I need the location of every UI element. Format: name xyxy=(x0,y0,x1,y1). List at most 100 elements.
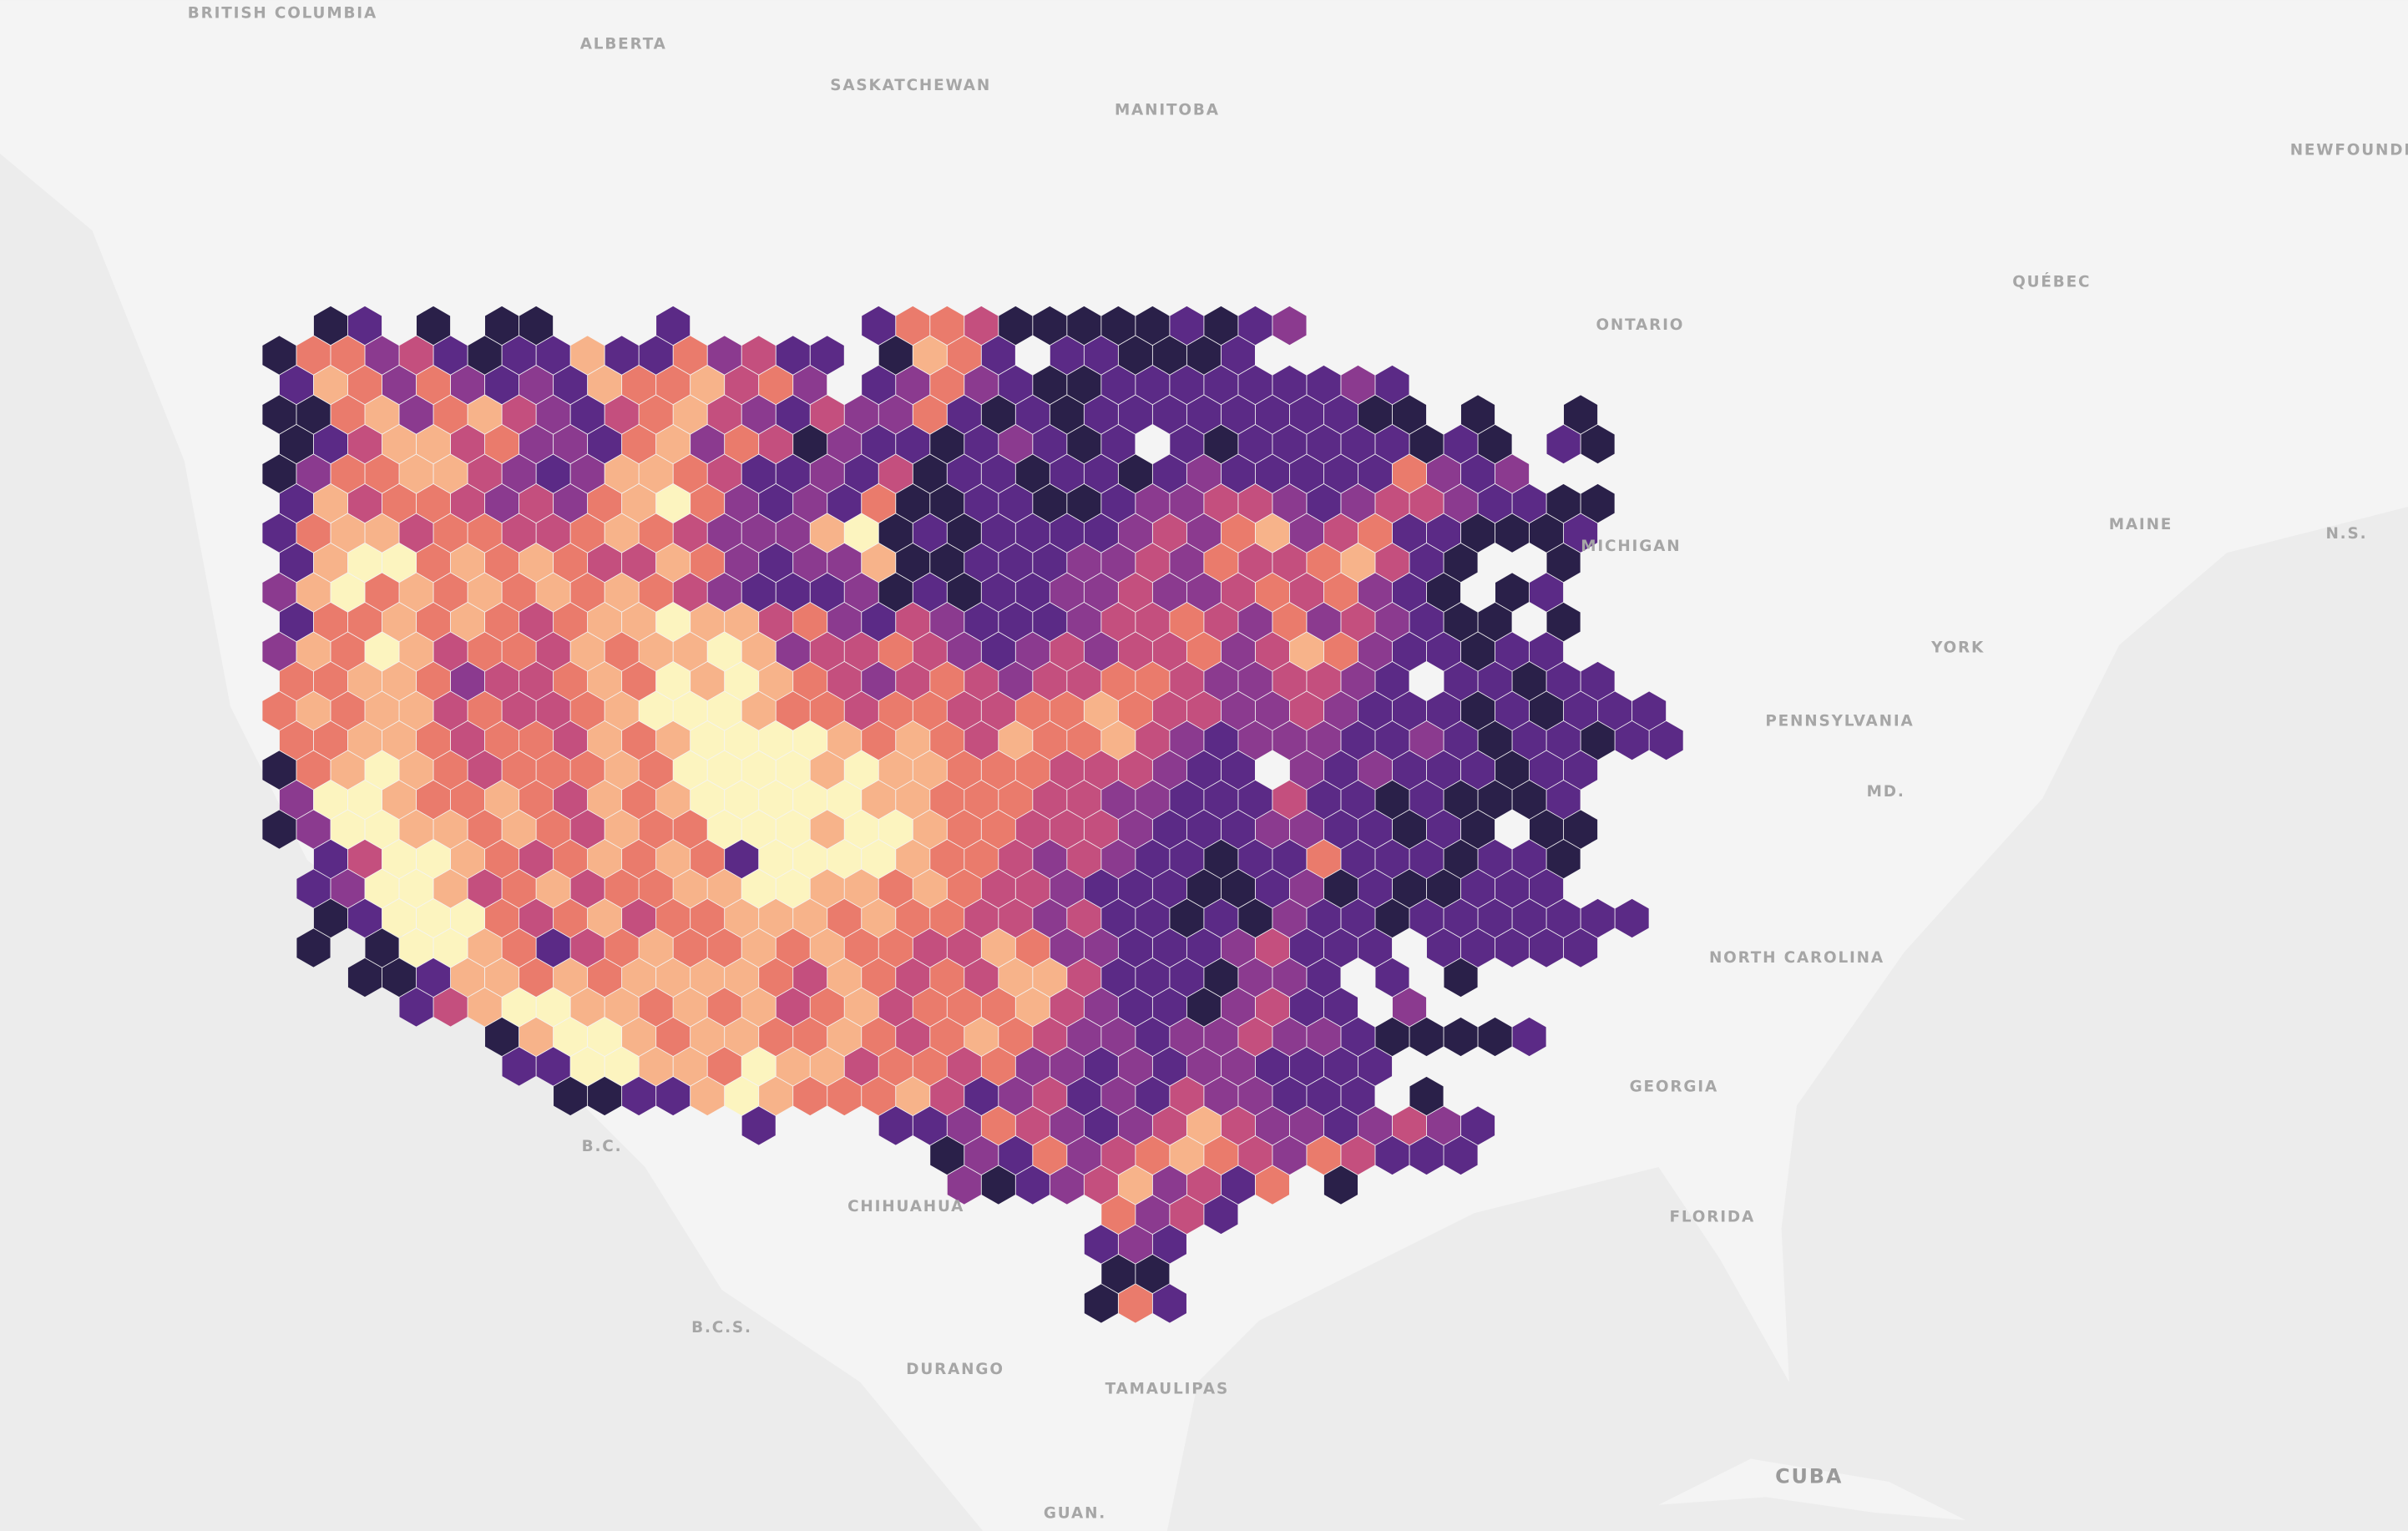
hexbin xyxy=(810,454,844,493)
hexbin xyxy=(331,691,365,730)
hexbin xyxy=(1238,365,1272,405)
hexbin xyxy=(1307,958,1341,998)
hexbin xyxy=(605,632,639,671)
hexbin xyxy=(382,661,417,701)
hexbin xyxy=(1460,869,1495,908)
hexbin xyxy=(1426,810,1461,849)
hexbin xyxy=(1323,632,1358,671)
hexbin xyxy=(1170,839,1204,879)
hexbin xyxy=(793,365,827,405)
hexbin xyxy=(570,632,605,671)
hexbin xyxy=(382,898,417,938)
hexbin xyxy=(930,424,964,464)
hexbin xyxy=(1512,661,1546,701)
hexbin xyxy=(1204,424,1238,464)
hexbin xyxy=(382,483,417,523)
hexbin xyxy=(605,336,639,375)
hexbin xyxy=(296,513,331,553)
hexbin xyxy=(999,958,1033,998)
hexbin xyxy=(707,691,741,730)
hexbin xyxy=(1033,543,1067,583)
hexbin xyxy=(416,898,451,938)
hexbin xyxy=(450,543,485,583)
hexbin xyxy=(433,988,468,1027)
hexbin xyxy=(502,869,536,908)
hexbin xyxy=(1307,602,1341,642)
hexbin xyxy=(1512,483,1546,523)
hexbin xyxy=(1323,810,1358,849)
hexbin xyxy=(365,454,399,493)
hexbin xyxy=(947,928,981,968)
hexbin xyxy=(639,988,673,1027)
hexbin xyxy=(1426,573,1461,612)
hexbin xyxy=(519,780,554,820)
hexbin xyxy=(1170,780,1204,820)
hexbin xyxy=(1341,1076,1375,1116)
hexbin xyxy=(776,1047,810,1086)
hexbin xyxy=(1460,691,1495,730)
hexbin xyxy=(1444,898,1478,938)
hexbin xyxy=(485,839,519,879)
hexbin xyxy=(691,1076,725,1116)
hexbin xyxy=(878,988,913,1027)
place-label: FLORIDA xyxy=(1670,1209,1756,1226)
hexbin xyxy=(1221,810,1255,849)
hexbin xyxy=(844,869,878,908)
hexbin xyxy=(1460,454,1495,493)
hexbin xyxy=(999,1135,1033,1175)
hexbin xyxy=(468,336,502,375)
hexbin xyxy=(862,483,896,523)
hexbin xyxy=(468,454,502,493)
hexbin xyxy=(999,720,1033,760)
hexbin xyxy=(1221,750,1255,790)
hexbin xyxy=(1186,1106,1221,1145)
hexbin xyxy=(468,810,502,849)
hexbin xyxy=(639,691,673,730)
hexbin xyxy=(981,1165,1015,1205)
hexbin xyxy=(554,424,588,464)
hexbin xyxy=(999,543,1033,583)
hexbin xyxy=(570,869,605,908)
hexbin xyxy=(725,661,759,701)
hexbin xyxy=(1221,395,1255,434)
hexbin xyxy=(1478,839,1512,879)
hexbin xyxy=(947,810,981,849)
hexbin xyxy=(741,691,776,730)
hexbin xyxy=(1033,958,1067,998)
hexbin xyxy=(502,454,536,493)
hexbin xyxy=(1530,573,1564,612)
hexbin xyxy=(433,869,468,908)
hexbin xyxy=(450,602,485,642)
hexbin xyxy=(1152,573,1186,612)
hexbin xyxy=(1530,810,1564,849)
hexbin xyxy=(1204,958,1238,998)
hexbin xyxy=(639,513,673,553)
hexbin xyxy=(725,720,759,760)
hexbin xyxy=(1255,810,1290,849)
hexbin xyxy=(1050,928,1084,968)
hexbin xyxy=(1015,988,1050,1027)
hexbin xyxy=(793,839,827,879)
hexbin xyxy=(896,483,930,523)
hexbin xyxy=(313,661,348,701)
hexbin xyxy=(896,958,930,998)
hexbin xyxy=(741,632,776,671)
hexbin xyxy=(262,691,296,730)
hexbin xyxy=(1495,513,1530,553)
hexbin xyxy=(1067,543,1101,583)
hexbin xyxy=(450,720,485,760)
hexbin xyxy=(296,691,331,730)
hexbin xyxy=(896,543,930,583)
hexbin xyxy=(981,454,1015,493)
hexbin xyxy=(313,839,348,879)
hexbin xyxy=(1118,810,1152,849)
hexbin xyxy=(536,869,570,908)
hexbin xyxy=(1289,928,1324,968)
hexbin xyxy=(964,543,999,583)
hexbin xyxy=(1101,1076,1136,1116)
hexbin xyxy=(930,1017,964,1057)
hexbin xyxy=(347,365,382,405)
hexbin xyxy=(331,869,365,908)
hexbin xyxy=(331,573,365,612)
